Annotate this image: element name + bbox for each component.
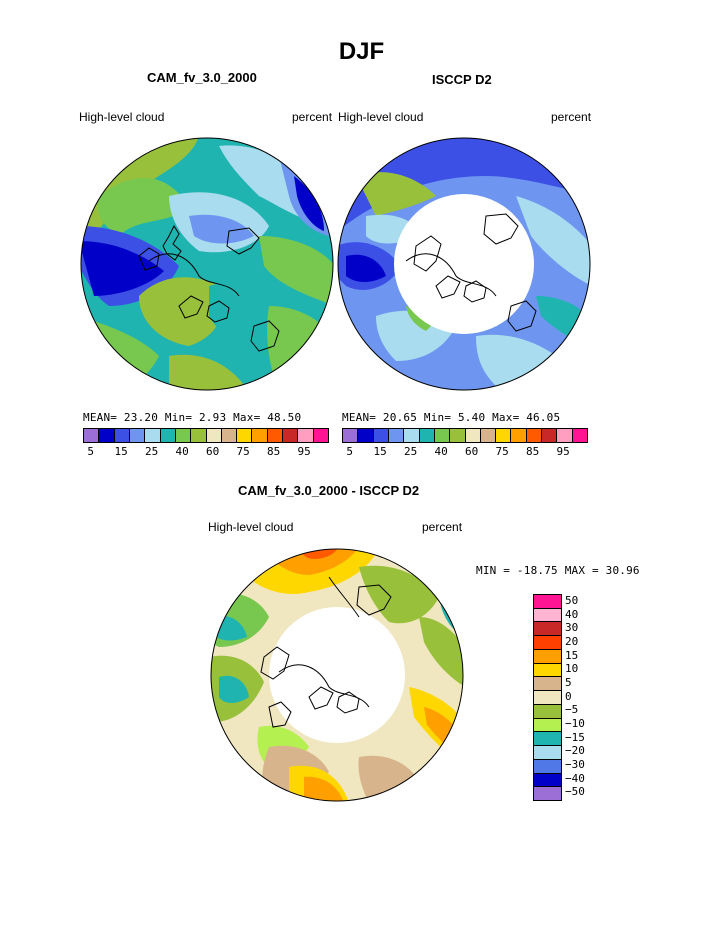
colorbar-swatch xyxy=(534,787,561,801)
colorbar-tick-label: 5 xyxy=(87,445,94,458)
colorbar-swatch xyxy=(404,429,420,442)
colorbar-swatch xyxy=(534,759,561,774)
colorbar-level-label: 5 xyxy=(565,675,572,689)
colorbar-level-label: 0 xyxy=(565,689,572,703)
colorbar-swatch xyxy=(534,663,561,678)
left-variable-label: High-level cloud xyxy=(79,110,165,124)
colorbar-swatch xyxy=(534,595,561,609)
colorbar-level-label: −50 xyxy=(565,785,585,799)
right-panel-title: ISCCP D2 xyxy=(432,72,492,87)
figure-title: DJF xyxy=(338,38,385,65)
colorbar-swatch xyxy=(358,429,374,442)
colorbar-level-label: −15 xyxy=(565,730,585,744)
colorbar-swatch xyxy=(534,691,561,705)
left-polar-map xyxy=(80,137,334,391)
diff-variable-label: High-level cloud xyxy=(208,520,294,534)
colorbar-swatch xyxy=(313,429,328,442)
colorbar-level-label: 50 xyxy=(565,593,579,607)
colorbar-level-label: 10 xyxy=(565,662,579,676)
colorbar-tick-label: 25 xyxy=(404,445,418,458)
colorbar-level-label: 20 xyxy=(565,634,579,648)
colorbar-swatch xyxy=(534,636,561,650)
colorbar-swatch xyxy=(206,429,222,442)
colorbar-tick-label: 60 xyxy=(465,445,479,458)
colorbar-swatch xyxy=(129,429,146,442)
colorbar-tick-label: 15 xyxy=(114,445,128,458)
colorbar-swatch xyxy=(160,429,176,442)
left-units-label: percent xyxy=(292,110,333,124)
right-variable-label: High-level cloud xyxy=(338,110,424,124)
colorbar-level-label: 40 xyxy=(565,607,579,621)
diff-polar-map xyxy=(210,548,464,802)
colorbar-swatch xyxy=(388,429,405,442)
colorbar-swatch xyxy=(99,429,115,442)
colorbar-swatch xyxy=(534,773,561,788)
colorbar-swatch xyxy=(534,649,561,664)
colorbar-swatch xyxy=(252,429,268,442)
colorbar-swatch xyxy=(84,429,100,442)
colorbar-swatch xyxy=(145,429,161,442)
colorbar-swatch xyxy=(534,622,561,637)
right-colorbar xyxy=(342,428,588,443)
colorbar-tick-label: 95 xyxy=(556,445,570,458)
colorbar-tick-label: 95 xyxy=(297,445,311,458)
colorbar-swatch xyxy=(373,429,389,442)
right-polar-map xyxy=(337,137,591,391)
colorbar-swatch xyxy=(237,429,253,442)
colorbar-level-label: −20 xyxy=(565,744,585,758)
colorbar-swatch xyxy=(542,429,558,442)
colorbar-level-label: −40 xyxy=(565,771,585,785)
right-stats: MEAN= 20.65 Min= 5.40 Max= 46.05 xyxy=(342,411,561,424)
colorbar-tick-label: 85 xyxy=(526,445,540,458)
colorbar-tick-label: 15 xyxy=(373,445,387,458)
colorbar-swatch xyxy=(572,429,587,442)
colorbar-swatch xyxy=(534,608,561,623)
colorbar-tick-label: 85 xyxy=(267,445,281,458)
left-colorbar xyxy=(83,428,329,443)
colorbar-swatch xyxy=(496,429,512,442)
colorbar-swatch xyxy=(534,704,561,719)
colorbar-swatch xyxy=(534,746,561,760)
colorbar-tick-label: 40 xyxy=(434,445,448,458)
colorbar-tick-label: 5 xyxy=(346,445,353,458)
colorbar-tick-label: 75 xyxy=(236,445,250,458)
colorbar-tick-label: 25 xyxy=(145,445,159,458)
colorbar-swatch xyxy=(534,732,561,747)
colorbar-level-label: 15 xyxy=(565,648,579,662)
left-stats: MEAN= 23.20 Min= 2.93 Max= 48.50 xyxy=(83,411,302,424)
colorbar-swatch xyxy=(434,429,451,442)
diff-panel-title: CAM_fv_3.0_2000 - ISCCP D2 xyxy=(238,483,420,498)
right-units-label: percent xyxy=(551,110,592,124)
colorbar-swatch xyxy=(450,429,466,442)
colorbar-swatch xyxy=(343,429,359,442)
colorbar-swatch xyxy=(511,429,527,442)
diff-stats: MIN = -18.75 MAX = 30.96 xyxy=(476,564,640,577)
left-panel-title: CAM_fv_3.0_2000 xyxy=(147,70,257,85)
colorbar-swatch xyxy=(191,429,207,442)
colorbar-level-label: −10 xyxy=(565,716,585,730)
colorbar-swatch xyxy=(114,429,130,442)
colorbar-swatch xyxy=(526,429,543,442)
diff-units-label: percent xyxy=(422,520,463,534)
colorbar-swatch xyxy=(221,429,238,442)
colorbar-tick-label: 40 xyxy=(175,445,189,458)
colorbar-swatch xyxy=(419,429,435,442)
colorbar-swatch xyxy=(480,429,497,442)
colorbar-swatch xyxy=(267,429,284,442)
diff-colorbar xyxy=(533,594,562,801)
colorbar-swatch xyxy=(283,429,299,442)
colorbar-swatch xyxy=(534,718,561,733)
colorbar-swatch xyxy=(465,429,481,442)
colorbar-tick-label: 75 xyxy=(495,445,509,458)
colorbar-swatch xyxy=(298,429,314,442)
colorbar-swatch xyxy=(557,429,573,442)
colorbar-tick-label: 60 xyxy=(206,445,220,458)
colorbar-level-label: −5 xyxy=(565,703,579,717)
colorbar-level-label: 30 xyxy=(565,621,579,635)
colorbar-swatch xyxy=(175,429,192,442)
colorbar-level-label: −30 xyxy=(565,757,585,771)
colorbar-swatch xyxy=(534,677,561,692)
